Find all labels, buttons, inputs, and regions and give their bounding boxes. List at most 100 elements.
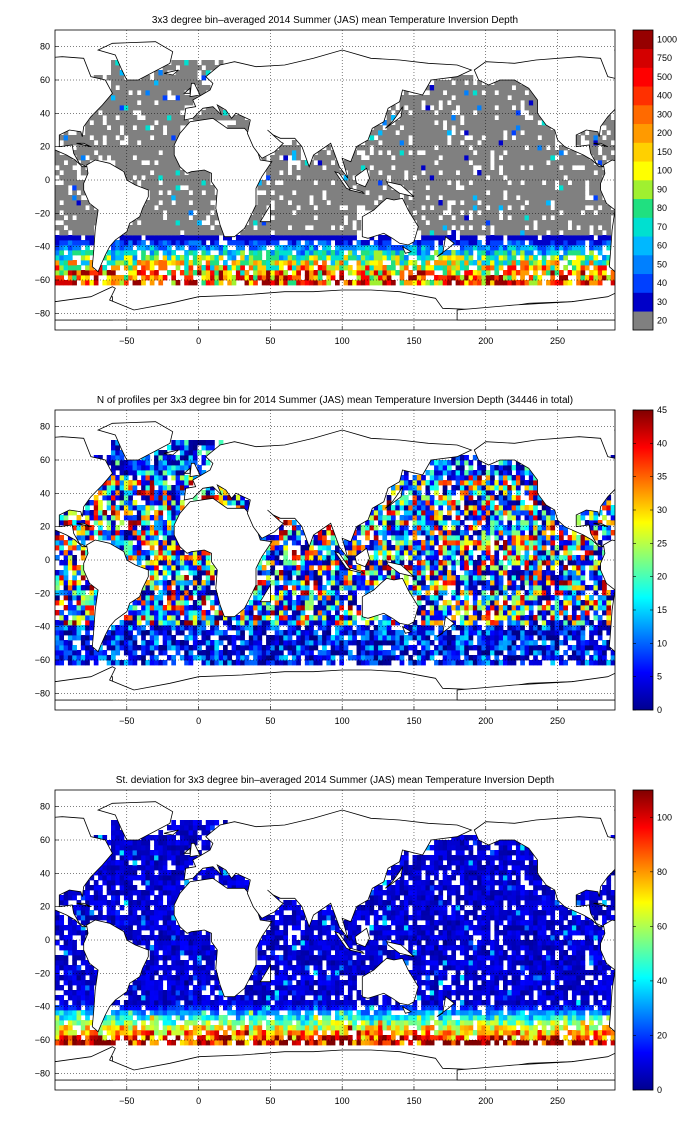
data-cell — [541, 165, 547, 171]
data-cell — [317, 180, 323, 186]
data-cell — [188, 260, 194, 266]
data-cell — [240, 240, 245, 246]
data-cell — [322, 645, 327, 651]
data-cell — [89, 225, 95, 231]
data-cell — [399, 120, 405, 126]
data-cell — [559, 145, 564, 151]
data-cell — [205, 115, 211, 121]
data-cell — [550, 660, 556, 666]
data-cell — [72, 610, 77, 616]
data-cell — [141, 80, 146, 86]
data-cell — [201, 110, 207, 116]
data-cell — [171, 175, 177, 181]
data-cell — [425, 120, 431, 126]
data-cell — [425, 200, 431, 206]
data-cell — [429, 95, 435, 101]
data-cell — [541, 220, 547, 226]
colorbar-swatch — [633, 198, 653, 218]
data-cell — [490, 140, 495, 146]
data-cell — [141, 645, 146, 651]
data-cell — [395, 250, 401, 256]
data-cell — [223, 655, 228, 661]
data-cell — [490, 235, 495, 241]
data-cell — [589, 170, 594, 176]
data-cell — [111, 135, 116, 141]
data-cell — [76, 595, 82, 601]
x-tick-label: −50 — [119, 336, 134, 346]
data-cell — [524, 600, 530, 606]
data-cell — [141, 625, 146, 631]
data-cell — [421, 645, 426, 651]
data-cell — [416, 635, 422, 641]
data-cell — [89, 205, 95, 211]
data-cell — [399, 95, 405, 101]
data-cell — [485, 625, 491, 631]
data-cell — [192, 195, 198, 201]
data-cell — [179, 75, 185, 81]
data-cell — [485, 215, 491, 221]
data-cell — [304, 195, 310, 201]
data-cell — [192, 175, 198, 181]
data-cell — [266, 620, 271, 626]
data-cell — [459, 250, 465, 256]
data-cell — [429, 210, 435, 216]
data-cell — [119, 165, 125, 171]
data-cell — [261, 630, 267, 636]
data-cell — [149, 225, 155, 231]
data-cell — [128, 155, 133, 161]
data-cell — [80, 635, 86, 641]
data-cell — [205, 255, 211, 261]
data-cell — [132, 275, 138, 281]
data-cell — [498, 175, 504, 181]
data-cell — [533, 115, 538, 121]
data-cell — [218, 255, 224, 261]
data-cell — [464, 635, 469, 641]
data-cell — [158, 170, 164, 176]
data-cell — [123, 280, 129, 286]
data-cell — [136, 120, 142, 126]
data-cell — [253, 205, 258, 211]
data-cell — [158, 155, 164, 161]
data-cell — [347, 610, 353, 616]
data-cell — [197, 630, 202, 636]
data-cell — [472, 590, 478, 596]
data-cell — [80, 595, 86, 601]
data-cell — [546, 605, 551, 611]
data-cell — [274, 170, 280, 176]
data-cell — [421, 145, 426, 151]
data-cell — [447, 145, 452, 151]
data-cell — [296, 605, 301, 611]
data-cell — [498, 110, 504, 116]
data-cell — [296, 155, 301, 161]
data-cell — [184, 240, 189, 246]
data-cell — [162, 90, 168, 96]
data-cell — [300, 280, 306, 286]
data-cell — [559, 155, 564, 161]
data-cell — [459, 255, 465, 261]
data-cell — [201, 250, 207, 256]
data-cell — [266, 605, 271, 611]
colorbar-swatch — [633, 236, 653, 256]
data-cell — [283, 245, 289, 251]
data-cell — [296, 235, 301, 241]
data-cell — [563, 240, 569, 246]
data-cell — [554, 215, 560, 221]
data-cell — [537, 220, 543, 226]
data-cell — [132, 600, 138, 606]
data-cell — [171, 75, 177, 81]
data-cell — [360, 185, 366, 191]
data-cell — [85, 610, 90, 616]
data-cell — [391, 280, 396, 286]
data-cell — [412, 260, 418, 266]
data-cell — [192, 260, 198, 266]
data-cell — [399, 630, 405, 636]
data-cell — [442, 100, 448, 106]
data-cell — [524, 230, 530, 236]
data-cell — [528, 195, 534, 201]
data-cell — [240, 275, 245, 281]
data-cell — [171, 270, 177, 276]
data-cell — [244, 240, 250, 246]
data-cell — [123, 645, 129, 651]
data-cell — [210, 650, 215, 656]
data-cell — [343, 235, 349, 241]
